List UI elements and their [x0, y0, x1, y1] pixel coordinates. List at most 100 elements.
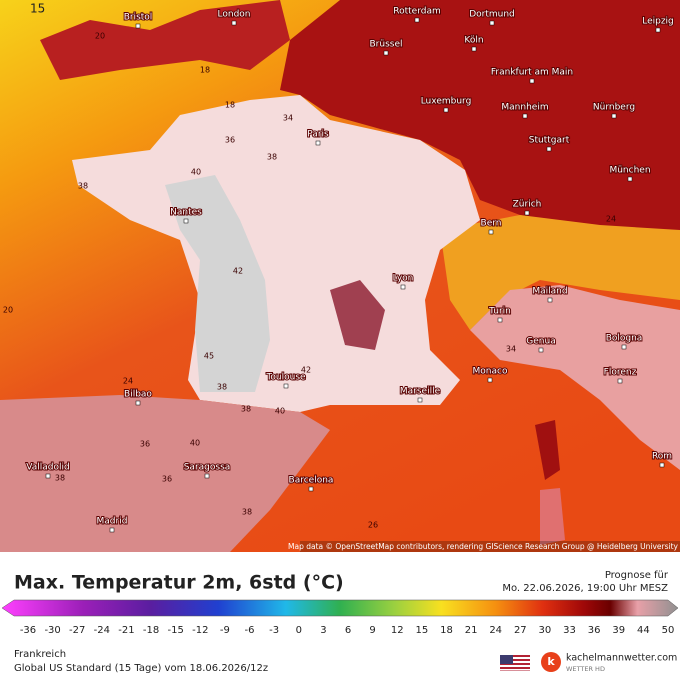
- colorbar-tick-label: -24: [94, 625, 110, 636]
- contour-label: 42: [301, 366, 311, 375]
- city-label: London: [218, 10, 251, 20]
- city-label: Valladolid: [26, 463, 69, 473]
- model: Global US Standard (15 Tage) vom 18.06.2…: [14, 663, 268, 674]
- contour-label: 38: [78, 182, 88, 191]
- contour-label: 34: [283, 114, 293, 123]
- city-label: Luxemburg: [421, 97, 472, 107]
- city-label: Toulouse: [265, 373, 306, 383]
- contour-label: 20: [95, 32, 105, 41]
- land-spain: [0, 395, 330, 552]
- contour-label: 18: [200, 66, 210, 75]
- contour-label: 38: [242, 508, 252, 517]
- colorbar-tick-label: 36: [588, 625, 601, 636]
- city-marker: [546, 146, 552, 152]
- city-marker: [308, 486, 314, 492]
- corsica: [535, 420, 560, 480]
- hot-spot: [330, 280, 385, 350]
- city-marker: [443, 107, 449, 113]
- colorbar-tick-label: -12: [192, 625, 208, 636]
- hot-zone: [165, 175, 270, 392]
- colorbar: [1, 599, 679, 617]
- land-italy: [470, 285, 680, 470]
- region: Frankreich: [14, 649, 66, 660]
- brand[interactable]: kachelmannwetter.com: [566, 653, 677, 664]
- colorbar-tick-label: 44: [637, 625, 650, 636]
- colorbar-tick-label: 12: [391, 625, 404, 636]
- city-label: Turin: [488, 307, 511, 317]
- attribution: Map data © OpenStreetMap contributors, r…: [288, 542, 679, 551]
- city-marker: [45, 473, 51, 479]
- corner-label: 15: [30, 2, 45, 16]
- city-marker: [611, 113, 617, 119]
- colorbar-tick-label: 6: [345, 625, 351, 636]
- city-marker: [538, 347, 544, 353]
- forecast-label: Prognose für: [605, 570, 669, 581]
- contour-label: 38: [217, 383, 227, 392]
- city-marker: [283, 383, 289, 389]
- contour-label: 38: [241, 405, 251, 414]
- city-marker: [621, 344, 627, 350]
- city-label: Mailand: [532, 287, 567, 297]
- brand-sub: WETTER HD: [566, 665, 605, 673]
- city-label: Köln: [464, 36, 483, 46]
- city-label: Madrid: [97, 517, 128, 527]
- land-uk: [40, 0, 290, 80]
- contour-label: 45: [204, 352, 214, 361]
- city-marker: [183, 218, 189, 224]
- contour-label: 40: [190, 439, 200, 448]
- colorbar-tick-label: -6: [245, 625, 255, 636]
- colorbar-tick-label: 3: [320, 625, 326, 636]
- contour-label: 40: [191, 168, 201, 177]
- colorbar-tick-label: 39: [612, 625, 625, 636]
- city-label: Saragossa: [184, 463, 231, 473]
- city-label: Bilbao: [124, 390, 152, 400]
- city-marker: [417, 397, 423, 403]
- flag: [500, 655, 530, 671]
- city-label: Stuttgart: [529, 136, 570, 146]
- footer: Max. Temperatur 2m, 6std (°C) Prognose f…: [1, 570, 679, 674]
- city-marker: [135, 400, 141, 406]
- city-label: Leipzig: [642, 17, 674, 27]
- colorbar-tick-label: -27: [69, 625, 85, 636]
- contour-label: 26: [368, 521, 378, 530]
- city-marker: [471, 46, 477, 52]
- city-marker: [109, 527, 115, 533]
- city-marker: [547, 297, 553, 303]
- city-label: Paris: [307, 130, 329, 140]
- colorbar-tick-label: 9: [369, 625, 375, 636]
- colorbar-tick-label: -30: [44, 625, 60, 636]
- land-central-europe: [280, 0, 680, 240]
- colorbar-tick-label: -9: [220, 625, 230, 636]
- contour-label: 18: [225, 101, 235, 110]
- colorbar-tick-label: 15: [415, 625, 428, 636]
- city-marker: [231, 20, 237, 26]
- city-marker: [655, 27, 661, 33]
- city-label: Lyon: [393, 274, 414, 284]
- city-label: Bristol: [124, 13, 153, 23]
- city-marker: [488, 229, 494, 235]
- city-marker: [627, 176, 633, 182]
- city-label: München: [609, 166, 650, 176]
- city-label: Bologna: [606, 334, 643, 344]
- city-marker: [529, 78, 535, 84]
- title: Max. Temperatur 2m, 6std (°C): [14, 572, 344, 594]
- sardinia: [540, 488, 565, 545]
- city-marker: [617, 378, 623, 384]
- logo-letter: k: [547, 655, 555, 668]
- city-marker: [315, 140, 321, 146]
- colorbar-tick-label: 30: [539, 625, 552, 636]
- city-label: Monaco: [473, 367, 508, 377]
- city-label: Zürich: [513, 200, 542, 210]
- contour-label: 24: [606, 215, 616, 224]
- colorbar-tick-label: -36: [20, 625, 36, 636]
- city-label: Bern: [481, 219, 502, 229]
- map: Map data © OpenStreetMap contributors, r…: [0, 0, 680, 552]
- colorbar-tick-label: 50: [662, 625, 675, 636]
- city-label: Brüssel: [370, 40, 403, 50]
- contour-label: 20: [3, 306, 13, 315]
- contour-label: 34: [506, 345, 516, 354]
- colorbar-tick-label: 21: [465, 625, 478, 636]
- colorbar-tick-label: 0: [296, 625, 302, 636]
